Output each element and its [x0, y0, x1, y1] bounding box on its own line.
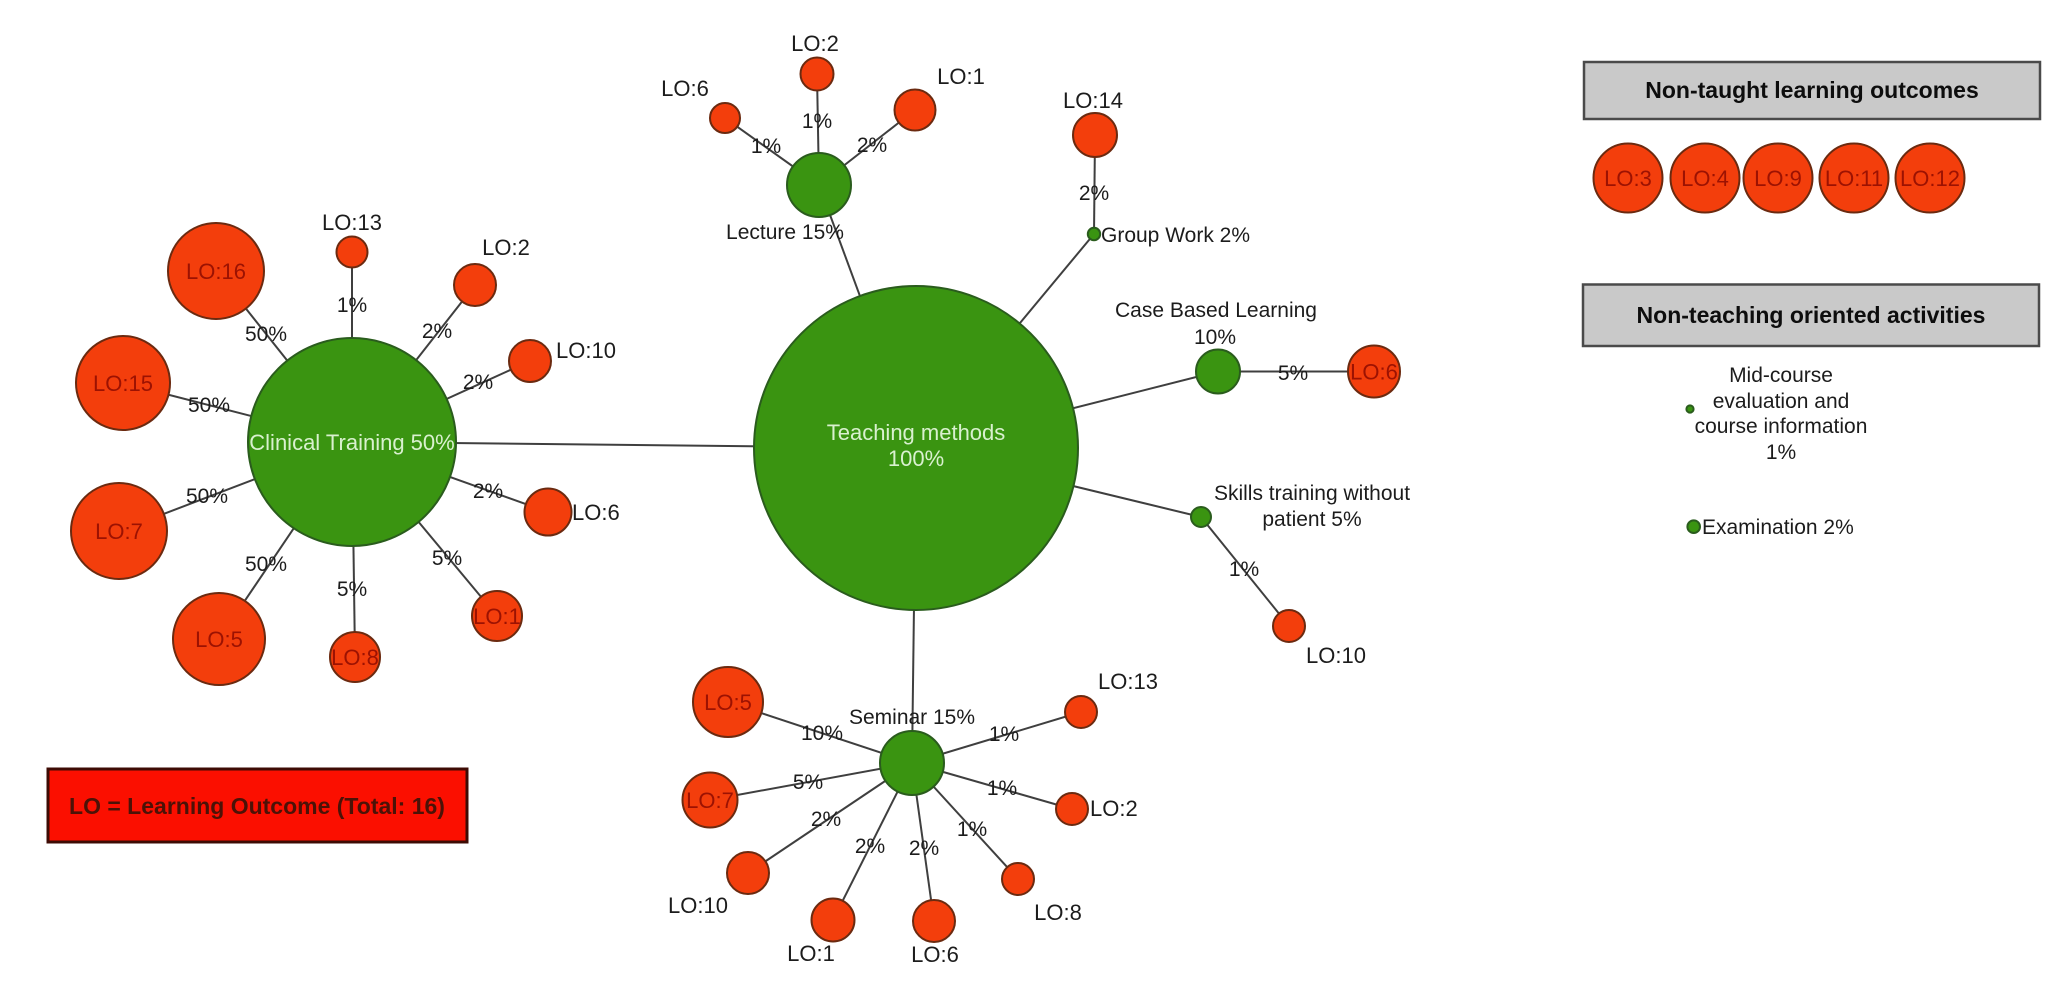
svg-text:course information: course information	[1695, 415, 1868, 438]
svg-text:5%: 5%	[337, 578, 367, 601]
svg-text:LO:10: LO:10	[1306, 643, 1366, 668]
svg-text:LO:1: LO:1	[787, 941, 835, 966]
svg-text:50%: 50%	[186, 485, 228, 508]
svg-text:10%: 10%	[801, 722, 843, 745]
svg-text:1%: 1%	[751, 135, 781, 158]
svg-text:Mid-course: Mid-course	[1729, 364, 1833, 387]
svg-text:LO:10: LO:10	[668, 893, 728, 918]
svg-text:Lecture 15%: Lecture 15%	[726, 221, 844, 244]
svg-text:LO:3: LO:3	[1604, 166, 1652, 191]
svg-text:LO:8: LO:8	[1034, 900, 1082, 925]
svg-text:evaluation and: evaluation and	[1713, 390, 1850, 413]
svg-text:LO:7: LO:7	[686, 788, 734, 813]
svg-text:LO:12: LO:12	[1900, 166, 1960, 191]
svg-text:LO:4: LO:4	[1681, 166, 1729, 191]
svg-text:1%: 1%	[337, 294, 367, 317]
svg-text:LO:1: LO:1	[937, 64, 985, 89]
svg-text:100%: 100%	[888, 446, 944, 471]
svg-text:LO:15: LO:15	[93, 371, 153, 396]
svg-text:LO:13: LO:13	[322, 210, 382, 235]
svg-text:Skills training without: Skills training without	[1214, 482, 1410, 505]
svg-text:1%: 1%	[989, 723, 1019, 746]
svg-text:2%: 2%	[855, 835, 885, 858]
svg-text:5%: 5%	[1278, 362, 1308, 385]
svg-text:LO:2: LO:2	[791, 31, 839, 56]
svg-text:Seminar 15%: Seminar 15%	[849, 706, 975, 729]
svg-text:LO:1: LO:1	[473, 604, 521, 629]
svg-text:LO:11: LO:11	[1825, 166, 1883, 191]
svg-text:LO:6: LO:6	[572, 500, 620, 525]
svg-text:1%: 1%	[957, 818, 987, 841]
svg-text:LO:10: LO:10	[556, 338, 616, 363]
svg-text:1%: 1%	[987, 777, 1017, 800]
svg-text:Group Work 2%: Group Work 2%	[1101, 224, 1250, 247]
svg-text:10%: 10%	[1194, 326, 1236, 349]
svg-text:1%: 1%	[1229, 558, 1259, 581]
svg-text:LO:2: LO:2	[1090, 796, 1138, 821]
svg-text:LO:16: LO:16	[186, 259, 246, 284]
svg-text:50%: 50%	[245, 553, 287, 576]
svg-text:2%: 2%	[422, 320, 452, 343]
svg-text:Case Based Learning: Case Based Learning	[1115, 299, 1317, 322]
svg-text:LO:6: LO:6	[1350, 360, 1398, 385]
svg-text:LO:5: LO:5	[195, 627, 243, 652]
svg-text:50%: 50%	[188, 394, 230, 417]
svg-text:Teaching methods: Teaching methods	[827, 420, 1006, 445]
svg-text:5%: 5%	[793, 771, 823, 794]
svg-text:2%: 2%	[857, 134, 887, 157]
svg-text:1%: 1%	[1766, 441, 1796, 464]
svg-text:Non-taught learning outcomes: Non-taught learning outcomes	[1645, 77, 1979, 103]
svg-text:2%: 2%	[463, 371, 493, 394]
svg-text:5%: 5%	[432, 547, 462, 570]
svg-text:2%: 2%	[811, 808, 841, 831]
svg-text:LO:9: LO:9	[1754, 166, 1802, 191]
svg-text:Examination 2%: Examination 2%	[1702, 516, 1854, 539]
svg-text:LO:7: LO:7	[95, 519, 143, 544]
svg-text:50%: 50%	[245, 323, 287, 346]
svg-text:2%: 2%	[909, 837, 939, 860]
svg-text:2%: 2%	[1079, 182, 1109, 205]
svg-text:LO:2: LO:2	[482, 235, 530, 260]
svg-text:1%: 1%	[802, 110, 832, 133]
svg-text:LO:6: LO:6	[911, 942, 959, 967]
svg-text:LO:8: LO:8	[331, 645, 379, 670]
svg-text:LO:6: LO:6	[661, 76, 709, 101]
svg-text:LO:14: LO:14	[1063, 88, 1123, 113]
svg-text:LO:5: LO:5	[704, 690, 752, 715]
svg-text:LO = Learning Outcome (Total:: LO = Learning Outcome (Total: 16)	[69, 793, 445, 819]
svg-text:Non-teaching oriented activiti: Non-teaching oriented activities	[1637, 302, 1986, 328]
svg-text:2%: 2%	[473, 480, 503, 503]
svg-text:Clinical Training 50%: Clinical Training 50%	[249, 430, 454, 455]
svg-text:LO:13: LO:13	[1098, 669, 1158, 694]
svg-text:patient 5%: patient 5%	[1262, 508, 1361, 531]
